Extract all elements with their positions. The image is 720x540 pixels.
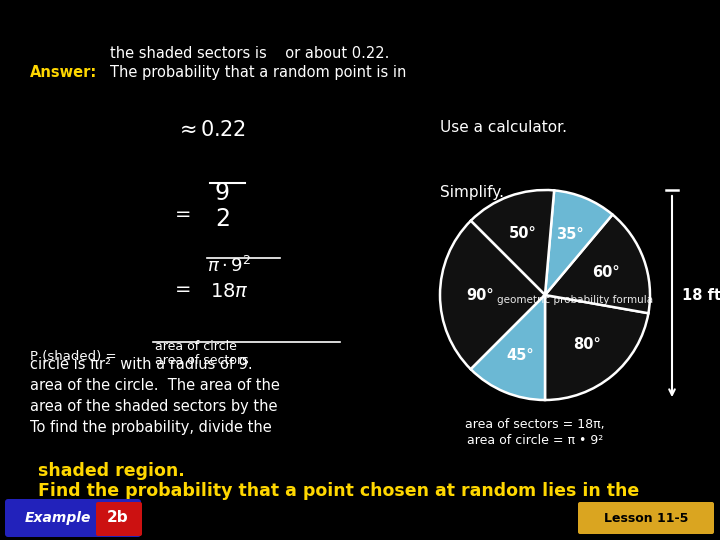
Text: Find the probability that a point chosen at random lies in the: Find the probability that a point chosen…: [38, 482, 639, 500]
Text: 2: 2: [215, 207, 230, 231]
Text: area of sectors = 18π,: area of sectors = 18π,: [465, 418, 605, 431]
Text: 18 ft.: 18 ft.: [682, 287, 720, 302]
Text: 80°: 80°: [573, 338, 600, 353]
Wedge shape: [471, 295, 545, 400]
Text: Answer:: Answer:: [30, 65, 97, 80]
Text: area of circle: area of circle: [155, 340, 237, 353]
Text: P (shaded) =: P (shaded) =: [30, 350, 117, 363]
Text: area of the shaded sectors by the: area of the shaded sectors by the: [30, 399, 277, 414]
Text: area of sectors: area of sectors: [155, 354, 248, 367]
Text: 45°: 45°: [506, 348, 534, 363]
Text: The probability that a random point is in: The probability that a random point is i…: [110, 65, 406, 80]
FancyBboxPatch shape: [5, 499, 141, 537]
Text: circle is πr²  with a radius of 9.: circle is πr² with a radius of 9.: [30, 357, 253, 372]
Text: shaded region.: shaded region.: [38, 462, 185, 480]
Text: 50°: 50°: [509, 226, 536, 241]
Text: To find the probability, divide the: To find the probability, divide the: [30, 420, 271, 435]
Text: Lesson 11-5: Lesson 11-5: [604, 511, 688, 524]
Text: =: =: [175, 205, 192, 224]
Text: 35°: 35°: [556, 227, 584, 242]
Text: 9: 9: [215, 181, 230, 205]
Wedge shape: [545, 214, 650, 313]
Text: $\pi \cdot 9^2$: $\pi \cdot 9^2$: [207, 256, 251, 276]
Text: the shaded sectors is    or about 0.22.: the shaded sectors is or about 0.22.: [110, 46, 390, 61]
Text: area of the circle.  The area of the: area of the circle. The area of the: [30, 378, 280, 393]
Text: Example: Example: [24, 511, 91, 525]
Wedge shape: [545, 191, 613, 295]
Text: Use a calculator.: Use a calculator.: [440, 120, 567, 135]
Wedge shape: [545, 295, 649, 400]
Text: area of circle = π • 9²: area of circle = π • 9²: [467, 434, 603, 447]
FancyBboxPatch shape: [96, 502, 142, 536]
Text: 60°: 60°: [593, 265, 620, 280]
Text: geometric probability formula: geometric probability formula: [497, 295, 653, 305]
Text: $\approx 0.22$: $\approx 0.22$: [175, 120, 246, 140]
Text: =: =: [175, 280, 192, 299]
Text: 90°: 90°: [466, 287, 494, 302]
Wedge shape: [471, 190, 554, 295]
Text: Simplify.: Simplify.: [440, 185, 504, 200]
FancyBboxPatch shape: [578, 502, 714, 534]
Text: $18\pi$: $18\pi$: [210, 282, 249, 301]
Wedge shape: [440, 221, 545, 369]
Text: 2b: 2b: [107, 510, 129, 525]
